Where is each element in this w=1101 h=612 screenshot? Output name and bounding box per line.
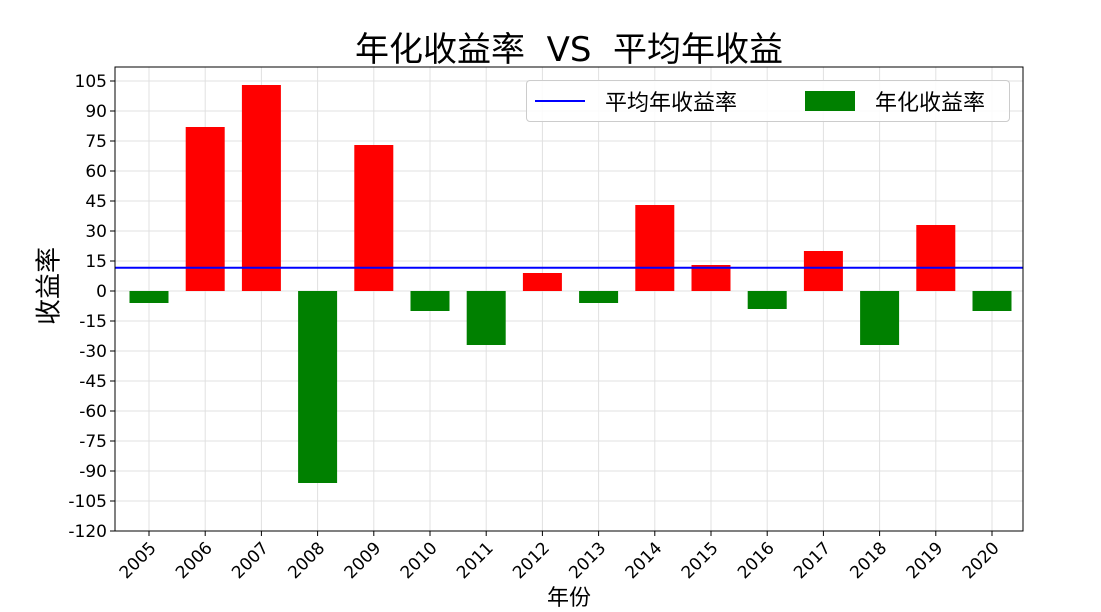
legend-item-annual: 年化收益率 [805,81,985,121]
bar-2016 [747,291,787,309]
bar-2017 [803,251,843,291]
chart-title: 年化收益率 VS 平均年收益 [354,30,784,70]
y-tick-label: -90 [79,462,107,482]
y-tick-label: -75 [79,432,107,452]
bar-2011 [466,291,506,345]
y-tick-label: -60 [79,402,107,422]
x-tick-label: 2008 [284,538,329,583]
y-tick-label: 45 [85,192,107,212]
bar-2006 [185,127,225,291]
y-tick-label: 60 [85,162,107,182]
x-tick-label: 2019 [903,538,948,583]
y-axis-ticks: -120 -105 -90 -75 -60 -45 -30 -15 0 15 30 45 60 75 90 1… [68,72,115,542]
x-tick-label: 2006 [172,538,217,583]
bar-2019 [916,225,956,291]
bar-2012 [522,273,562,291]
x-tick-label: 2013 [565,538,610,583]
legend-box-swatch [805,91,855,111]
bars [129,85,1012,483]
chart-canvas: -120 -105 -90 -75 -60 -45 -30 -15 0 15 30 45 60 75 90 1… [68,66,1024,583]
x-tick-label: 2020 [959,538,1004,583]
x-tick-label: 2018 [846,538,891,583]
legend-line-swatch [535,100,585,102]
legend: 平均年收益率 年化收益率 [526,80,1010,122]
x-tick-label: 2014 [622,538,667,583]
y-tick-label: 75 [85,132,107,152]
bar-2009 [354,145,394,291]
bar-2013 [579,291,619,303]
y-axis-label: 收益率 [34,246,65,325]
x-tick-label: 2017 [790,538,835,583]
legend-label-average: 平均年收益率 [605,91,738,116]
bar-2014 [635,205,675,291]
legend-item-average: 平均年收益率 [535,81,737,121]
y-tick-label: -45 [79,372,107,392]
legend-label-annual: 年化收益率 [875,91,986,116]
x-tick-label: 2007 [228,538,273,583]
bar-2015 [691,265,731,291]
y-tick-label: 105 [75,72,107,92]
x-tick-label: 2012 [509,538,554,583]
plot-frame [114,66,1024,532]
y-tick-label: -105 [68,492,107,512]
y-tick-label: 15 [85,252,107,272]
y-tick-label: -15 [79,312,107,332]
y-tick-label: 90 [85,102,107,122]
x-tick-label: 2009 [341,538,386,583]
bar-2010 [410,291,450,311]
bar-2018 [860,291,900,345]
x-tick-label: 2005 [116,538,161,583]
bar-2020 [972,291,1012,311]
y-tick-label: -120 [68,522,107,542]
y-tick-label: 0 [96,282,107,302]
x-axis-label: 年份 [546,586,591,611]
x-axis-ticks: 2005 2006 2007 2008 2009 2010 2011 2012 2013 2014… [116,531,1004,583]
bar-2008 [298,291,338,483]
x-tick-label: 2016 [734,538,779,583]
y-tick-label: 30 [85,222,107,242]
x-tick-label: 2010 [397,538,442,583]
x-tick-label: 2015 [678,538,723,583]
y-tick-label: -30 [79,342,107,362]
x-tick-label: 2011 [453,538,498,583]
bar-2007 [241,85,281,291]
bar-2005 [129,291,169,303]
